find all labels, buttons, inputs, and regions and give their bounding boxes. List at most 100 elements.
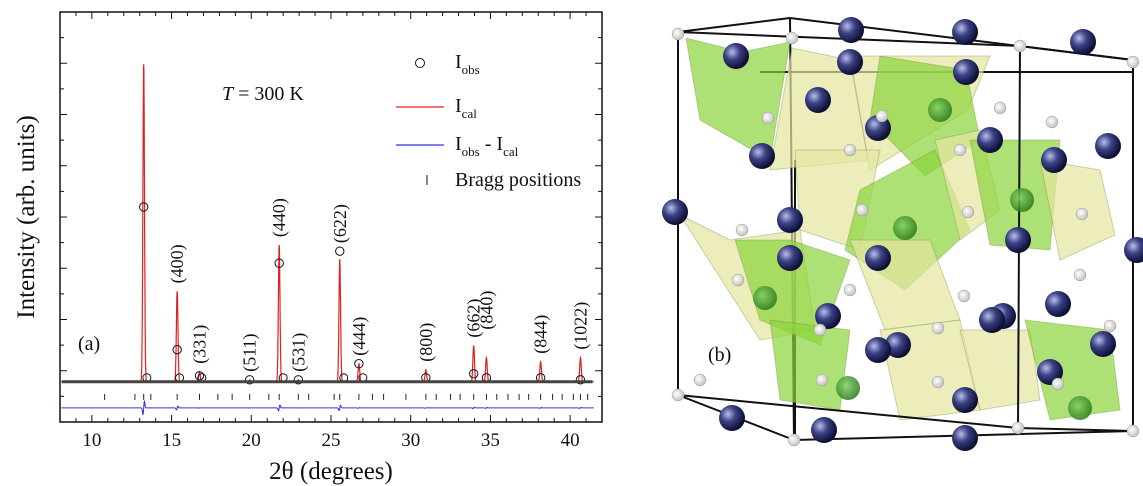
x-tick-label: 20 [242,430,261,451]
center-atom [1068,396,1092,420]
small-atom-sphere [1075,207,1089,221]
large-atom-sphere [1124,237,1143,263]
crystal-structure-illustration: (b) [662,17,1143,451]
center-atom [893,216,917,240]
large-atom-sphere [777,207,803,233]
x-tick-label: 10 [82,430,101,451]
peak-label: (662) [464,299,485,338]
large-atom-sphere [838,17,864,43]
cube-edge [677,394,1019,429]
small-atom-sphere [931,321,945,335]
small-atom-sphere [1126,55,1140,69]
large-atom-sphere [1041,147,1067,173]
large-atom-sphere [865,245,891,271]
large-atom-sphere [805,87,831,113]
small-atom-sphere [1051,377,1065,391]
small-atom-sphere [761,111,775,125]
observed-point [468,369,479,379]
peak-label: (440) [269,198,290,237]
small-atom-sphere [813,323,827,337]
peak-label: (531) [288,333,309,372]
peak-labels: (222)(400)(331)(511)(440)(531)(622)(444)… [167,198,591,372]
large-atom-sphere [662,199,688,225]
large-atom-sphere [1070,29,1096,55]
small-atom-sphere [843,283,857,297]
large-atom-sphere [1095,133,1121,159]
x-tick-label: 30 [401,430,420,451]
small-atom-sphere [875,109,889,123]
peak-label: (622) [330,204,351,243]
large-atom-sphere [952,19,978,45]
x-tick-label: 40 [561,430,580,451]
center-atom [928,98,952,122]
center-atom [836,376,860,400]
observed-point [138,202,149,212]
peak-label: (1022) [570,302,591,350]
large-atom-sphere [952,387,978,413]
y-axis-label: Intensity (arb. units) [13,115,40,318]
observed-point [194,371,205,381]
large-atom-sphere [953,59,979,85]
large-atom-sphere [811,417,837,443]
observed-point [172,344,182,355]
large-atom-sphere [723,43,749,69]
large-atom-sphere [837,49,863,75]
small-atom-sphere [671,388,685,402]
small-atom-sphere [1011,421,1025,435]
large-atom-sphere [865,337,891,363]
large-atom-sphere [815,303,841,329]
panel-label-b: (b) [708,344,731,366]
large-atom-sphere [1090,331,1116,357]
peak-label: (511) [240,333,261,371]
peak-label: (840) [476,291,497,330]
small-atom-sphere [993,101,1007,115]
legend-entry-diff: Iobs - Ical [455,133,519,159]
small-atom-sphere [693,373,707,387]
x-tick-label: 15 [162,430,181,451]
x-tick-labels: 10 15 20 25 30 35 40 [82,430,579,451]
small-atom-sphere [785,31,799,45]
small-atom-sphere [1013,39,1027,53]
legend-entry-obs: Iobs [455,51,480,77]
observed-point [274,258,284,268]
temperature-annotation: T = 300 K [222,83,304,105]
large-atom-sphere [885,332,911,358]
difference-series-line [61,400,594,416]
small-atom-sphere [731,273,745,287]
large-atom-sphere [979,307,1005,333]
large-atom-sphere [749,143,775,169]
legend-entry-cal: Ical [455,95,477,121]
legend-marker-observed [415,58,425,68]
tetrahedron [769,319,851,411]
observed-point [293,375,304,385]
observed-point [335,246,345,256]
large-atom-sphere [777,245,803,271]
small-atom-sphere [961,205,975,219]
observed-point [245,375,255,385]
observed-point [354,359,364,369]
center-atom [753,286,777,310]
small-atom-sphere [953,143,967,157]
axis-ticks [59,11,603,423]
x-axis-label: 2θ (degrees) [269,458,393,485]
small-atom-sphere [787,433,801,447]
peak-label: (444) [349,317,370,356]
large-atom-sphere [719,405,745,431]
large-atom-sphere [952,425,978,451]
observed-point [575,375,586,385]
legend-entry-bragg: Bragg positions [455,169,581,191]
peak-label: (400) [167,244,188,283]
small-atom-sphere [1126,424,1140,438]
small-atom-sphere [671,27,685,41]
small-atom-sphere [735,223,749,237]
cube-edge [1017,427,1134,432]
small-atom-sphere [1045,115,1059,129]
large-atom-sphere [977,127,1003,153]
x-tick-label: 35 [481,430,500,451]
small-atom-sphere [843,143,857,157]
small-atom-sphere [815,373,829,387]
atoms [662,17,1143,451]
legend: Iobs Ical Iobs - Ical Bragg positions [396,51,581,191]
